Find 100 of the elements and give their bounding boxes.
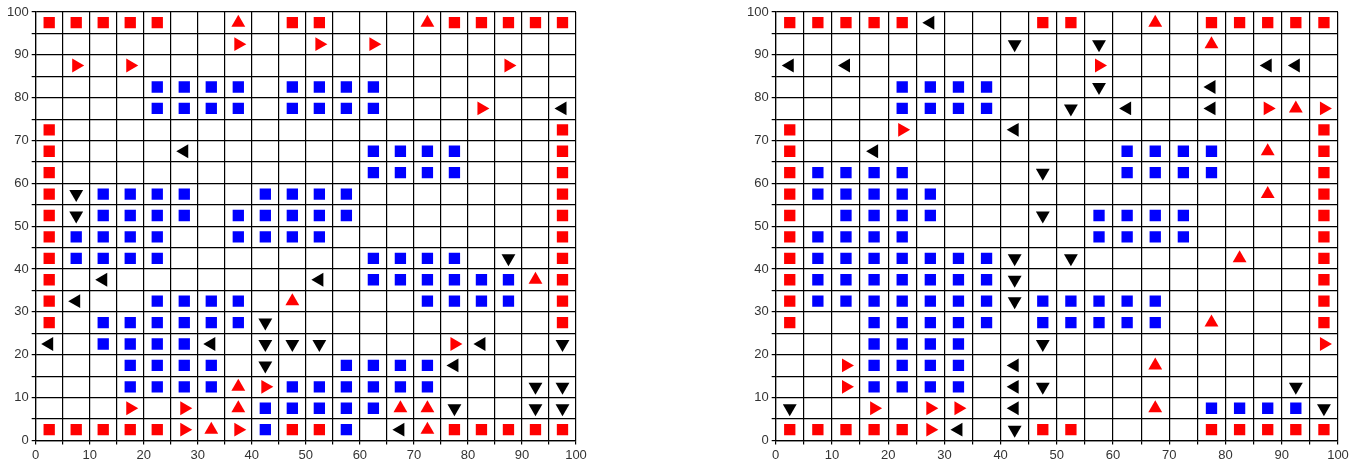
y-tick-label: 10 <box>14 389 29 405</box>
point <box>258 361 273 374</box>
point <box>43 209 55 222</box>
y-tick-label: 40 <box>14 260 29 276</box>
point <box>151 17 163 29</box>
point <box>784 188 796 200</box>
point <box>1318 252 1330 264</box>
y-tick-label: 70 <box>754 132 769 148</box>
x-tick-label: 30 <box>937 446 952 462</box>
point <box>812 424 824 436</box>
point <box>68 294 81 309</box>
y-tick-label: 90 <box>754 46 769 62</box>
point <box>1007 425 1022 438</box>
x-tick-label: 80 <box>1218 446 1233 462</box>
point <box>124 424 136 436</box>
point <box>43 274 55 286</box>
point <box>1288 382 1303 395</box>
point <box>43 424 55 436</box>
point <box>43 145 55 157</box>
point <box>124 17 136 29</box>
point <box>69 211 84 224</box>
point <box>866 144 879 159</box>
point <box>784 316 796 329</box>
point <box>70 17 82 29</box>
point <box>97 17 109 29</box>
point <box>784 231 796 243</box>
point <box>43 316 55 329</box>
y-tick-label: 60 <box>14 174 29 190</box>
y-tick-label: 40 <box>754 260 769 276</box>
x-tick-label: 10 <box>824 446 840 462</box>
x-tick-label: 20 <box>136 446 151 462</box>
x-tick-label: 10 <box>82 446 97 462</box>
point <box>41 337 54 351</box>
point <box>556 17 569 29</box>
point <box>840 17 852 29</box>
x-tick-label: 70 <box>406 446 422 462</box>
point <box>1037 17 1049 29</box>
point <box>420 400 435 413</box>
point <box>176 144 189 159</box>
point <box>1318 124 1330 136</box>
point <box>784 17 796 29</box>
point <box>43 231 55 243</box>
y-tick-label: 100 <box>746 3 769 19</box>
point <box>1260 186 1275 199</box>
y-tick-label: 60 <box>754 174 769 190</box>
point <box>556 124 569 136</box>
point <box>1318 295 1330 307</box>
x-tick-label: 70 <box>1162 446 1177 462</box>
x-tick-label: 30 <box>190 446 206 462</box>
point <box>556 252 569 264</box>
point <box>95 272 108 287</box>
point <box>840 424 852 436</box>
point <box>556 145 569 157</box>
point <box>1007 275 1022 288</box>
point <box>784 252 796 264</box>
y-tick-label: 100 <box>6 3 29 19</box>
point <box>286 424 298 436</box>
x-tick-label: 60 <box>352 446 368 462</box>
y-tick-label: 80 <box>14 89 29 105</box>
point <box>43 252 55 264</box>
point <box>1288 100 1303 113</box>
point <box>812 17 824 29</box>
point <box>475 424 488 436</box>
point <box>285 293 300 306</box>
x-tick-label: 90 <box>514 446 530 462</box>
point <box>1035 168 1050 181</box>
point <box>1260 143 1275 156</box>
point <box>784 274 796 286</box>
point <box>43 166 55 179</box>
point <box>1233 424 1246 436</box>
point <box>448 424 461 436</box>
point <box>1119 101 1132 116</box>
x-tick-label: 20 <box>880 446 896 462</box>
point <box>529 424 542 436</box>
point <box>1262 424 1274 436</box>
point <box>922 15 935 30</box>
x-tick-label: 0 <box>32 446 40 462</box>
point <box>1318 166 1330 179</box>
point <box>784 295 796 307</box>
x-tick-label: 40 <box>244 446 260 462</box>
point <box>502 17 515 29</box>
x-tick-label: 100 <box>1327 446 1349 462</box>
point <box>1065 17 1077 29</box>
x-tick-label: 80 <box>460 446 476 462</box>
point <box>1035 382 1050 395</box>
point <box>43 17 55 29</box>
point <box>784 209 796 222</box>
y-tick-label: 20 <box>14 346 29 362</box>
x-tick-label: 60 <box>1105 446 1121 462</box>
point <box>448 17 461 29</box>
point <box>784 124 796 136</box>
point <box>258 318 273 331</box>
point <box>1035 211 1050 224</box>
point <box>311 272 324 287</box>
point <box>1205 17 1218 29</box>
point <box>784 166 796 179</box>
point <box>556 274 569 286</box>
y-tick-label: 70 <box>14 132 29 148</box>
point <box>556 209 569 222</box>
point <box>313 17 326 29</box>
